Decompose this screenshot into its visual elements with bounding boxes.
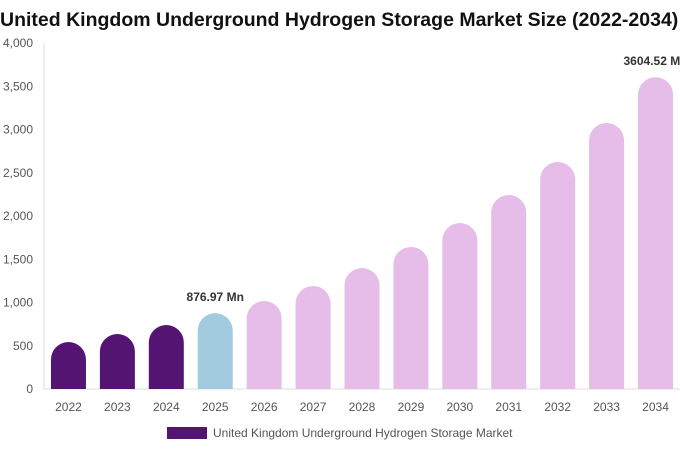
- x-tick-label: 2032: [544, 400, 571, 414]
- data-label-2025: 876.97 Mn: [187, 290, 244, 304]
- y-tick-label: 2,500: [3, 166, 33, 180]
- bar-2024: [148, 324, 184, 389]
- legend-swatch: [167, 427, 207, 439]
- bar-2030: [442, 223, 478, 389]
- bar-2032: [540, 162, 576, 389]
- y-tick-label: 0: [26, 382, 33, 396]
- x-tick-label: 2023: [104, 400, 131, 414]
- y-tick-label: 3,000: [3, 123, 33, 137]
- x-tick-label: 2034: [642, 400, 669, 414]
- bar-2026: [246, 301, 282, 389]
- bar-2031: [491, 194, 527, 389]
- y-tick-label: 1,500: [3, 252, 33, 266]
- bar-2022: [50, 342, 86, 389]
- bar-2033: [589, 123, 625, 389]
- x-tick-label: 2027: [300, 400, 327, 414]
- bar-2023: [99, 333, 135, 389]
- x-tick-label: 2030: [446, 400, 473, 414]
- data-label-2034: 3604.52 Mn: [624, 54, 680, 68]
- bar-2029: [393, 246, 429, 389]
- y-tick-label: 1,000: [3, 296, 33, 310]
- chart-title: United Kingdom Underground Hydrogen Stor…: [0, 9, 679, 31]
- legend-label: United Kingdom Underground Hydrogen Stor…: [213, 426, 513, 440]
- y-tick-label: 2,000: [3, 209, 33, 223]
- x-tick-label: 2033: [593, 400, 620, 414]
- y-tick-label: 500: [13, 339, 33, 353]
- y-tick-label: 3,500: [3, 79, 33, 93]
- x-tick-label: 2028: [349, 400, 376, 414]
- x-tick-label: 2025: [202, 400, 229, 414]
- legend: United Kingdom Underground Hydrogen Stor…: [167, 426, 513, 440]
- x-tick-label: 2026: [251, 400, 278, 414]
- x-tick-label: 2022: [55, 400, 82, 414]
- bar-2028: [344, 267, 380, 389]
- bar-2034: [638, 77, 674, 389]
- bar-2027: [295, 285, 331, 389]
- x-tick-label: 2031: [495, 400, 522, 414]
- x-tick-label: 2024: [153, 400, 180, 414]
- x-tick-label: 2029: [398, 400, 425, 414]
- y-tick-label: 4,000: [3, 36, 33, 50]
- bar-2025: [197, 313, 233, 389]
